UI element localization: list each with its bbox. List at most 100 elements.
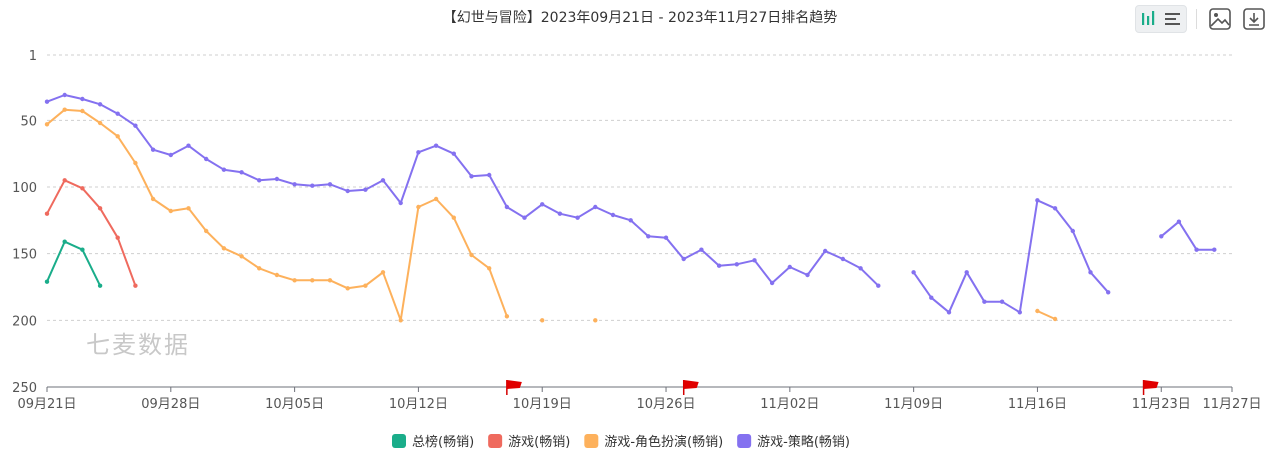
data-point[interactable] bbox=[380, 178, 386, 183]
data-point[interactable] bbox=[716, 263, 722, 268]
data-point[interactable] bbox=[115, 111, 120, 116]
data-point[interactable] bbox=[805, 272, 810, 278]
data-point[interactable] bbox=[840, 256, 846, 262]
data-point[interactable] bbox=[221, 167, 227, 172]
data-point[interactable] bbox=[257, 266, 262, 271]
data-point[interactable] bbox=[274, 176, 280, 182]
data-point[interactable] bbox=[398, 318, 403, 323]
data-point[interactable] bbox=[80, 108, 85, 114]
data-point[interactable] bbox=[487, 266, 492, 271]
data-point[interactable] bbox=[239, 170, 244, 175]
data-point[interactable] bbox=[1052, 316, 1058, 322]
data-point[interactable] bbox=[999, 299, 1005, 304]
data-point[interactable] bbox=[946, 310, 952, 315]
data-point[interactable] bbox=[433, 143, 439, 148]
data-point[interactable] bbox=[1176, 219, 1182, 224]
data-point[interactable] bbox=[1088, 270, 1093, 275]
data-point[interactable] bbox=[593, 204, 598, 210]
data-point[interactable] bbox=[257, 178, 262, 183]
data-point[interactable] bbox=[310, 278, 315, 283]
data-point[interactable] bbox=[274, 272, 280, 278]
data-point[interactable] bbox=[416, 204, 421, 210]
download-button[interactable] bbox=[1240, 5, 1268, 33]
data-point[interactable] bbox=[168, 152, 173, 158]
data-point[interactable] bbox=[628, 218, 633, 223]
data-point[interactable] bbox=[80, 247, 85, 252]
data-point[interactable] bbox=[380, 270, 386, 275]
legend-item-3[interactable]: 游戏-角色扮演(畅销) bbox=[584, 434, 723, 450]
data-point[interactable] bbox=[734, 262, 739, 267]
data-point[interactable] bbox=[345, 286, 350, 291]
save-image-button[interactable] bbox=[1206, 5, 1234, 33]
data-point[interactable] bbox=[363, 283, 368, 288]
data-point[interactable] bbox=[416, 150, 421, 155]
data-point[interactable] bbox=[451, 215, 456, 220]
data-point[interactable] bbox=[97, 283, 103, 288]
data-point[interactable] bbox=[469, 174, 474, 179]
data-point[interactable] bbox=[522, 215, 527, 220]
data-point[interactable] bbox=[451, 151, 456, 156]
data-point[interactable] bbox=[239, 254, 244, 259]
data-point[interactable] bbox=[964, 270, 969, 275]
data-point[interactable] bbox=[540, 318, 545, 323]
data-point[interactable] bbox=[97, 102, 103, 107]
data-point[interactable] bbox=[858, 266, 863, 271]
legend-item-2[interactable]: 游戏(畅销) bbox=[488, 434, 570, 450]
data-point[interactable] bbox=[1212, 247, 1217, 252]
data-point[interactable] bbox=[433, 196, 439, 202]
data-point[interactable] bbox=[327, 182, 333, 187]
data-point[interactable] bbox=[80, 186, 85, 191]
flag-icon[interactable] bbox=[506, 380, 522, 395]
data-point[interactable] bbox=[1035, 198, 1040, 203]
data-point[interactable] bbox=[752, 258, 757, 263]
data-point[interactable] bbox=[982, 299, 987, 304]
legend-item-1[interactable]: 总榜(畅销) bbox=[392, 434, 474, 450]
data-point[interactable] bbox=[663, 235, 669, 240]
data-point[interactable] bbox=[97, 206, 103, 211]
data-point[interactable] bbox=[1052, 206, 1058, 211]
data-point[interactable] bbox=[62, 239, 67, 244]
data-point[interactable] bbox=[929, 295, 934, 300]
data-point[interactable] bbox=[646, 234, 651, 239]
data-point[interactable] bbox=[44, 211, 50, 216]
data-point[interactable] bbox=[62, 107, 67, 112]
data-point[interactable] bbox=[504, 314, 510, 319]
data-point[interactable] bbox=[168, 208, 173, 214]
data-point[interactable] bbox=[681, 256, 686, 262]
data-point[interactable] bbox=[204, 228, 209, 234]
data-point[interactable] bbox=[62, 92, 67, 98]
data-point[interactable] bbox=[133, 283, 138, 288]
flag-icon[interactable] bbox=[1142, 380, 1159, 395]
data-point[interactable] bbox=[911, 270, 916, 275]
data-point[interactable] bbox=[1194, 247, 1199, 252]
data-point[interactable] bbox=[221, 246, 227, 251]
data-point[interactable] bbox=[787, 264, 792, 270]
data-point[interactable] bbox=[610, 212, 616, 218]
data-point[interactable] bbox=[540, 202, 545, 207]
data-point[interactable] bbox=[1035, 308, 1040, 314]
data-point[interactable] bbox=[186, 206, 191, 211]
data-point[interactable] bbox=[769, 280, 775, 286]
data-point[interactable] bbox=[593, 318, 598, 323]
data-point[interactable] bbox=[204, 156, 209, 162]
data-point[interactable] bbox=[823, 248, 828, 254]
data-point[interactable] bbox=[504, 204, 510, 210]
data-point[interactable] bbox=[292, 278, 297, 283]
data-point[interactable] bbox=[133, 160, 138, 166]
data-point[interactable] bbox=[80, 96, 85, 102]
data-point[interactable] bbox=[1017, 310, 1022, 315]
data-point[interactable] bbox=[310, 183, 315, 188]
data-point[interactable] bbox=[115, 235, 120, 240]
data-point[interactable] bbox=[345, 188, 350, 194]
data-point[interactable] bbox=[97, 120, 103, 126]
data-point[interactable] bbox=[1106, 290, 1111, 295]
chart-type-toggle[interactable] bbox=[1135, 5, 1187, 33]
data-point[interactable] bbox=[1070, 228, 1076, 234]
data-point[interactable] bbox=[1159, 234, 1164, 239]
data-point[interactable] bbox=[292, 182, 297, 187]
data-point[interactable] bbox=[876, 283, 881, 288]
data-point[interactable] bbox=[398, 200, 403, 206]
data-point[interactable] bbox=[575, 215, 580, 220]
data-point[interactable] bbox=[44, 99, 50, 104]
data-point[interactable] bbox=[699, 247, 704, 252]
